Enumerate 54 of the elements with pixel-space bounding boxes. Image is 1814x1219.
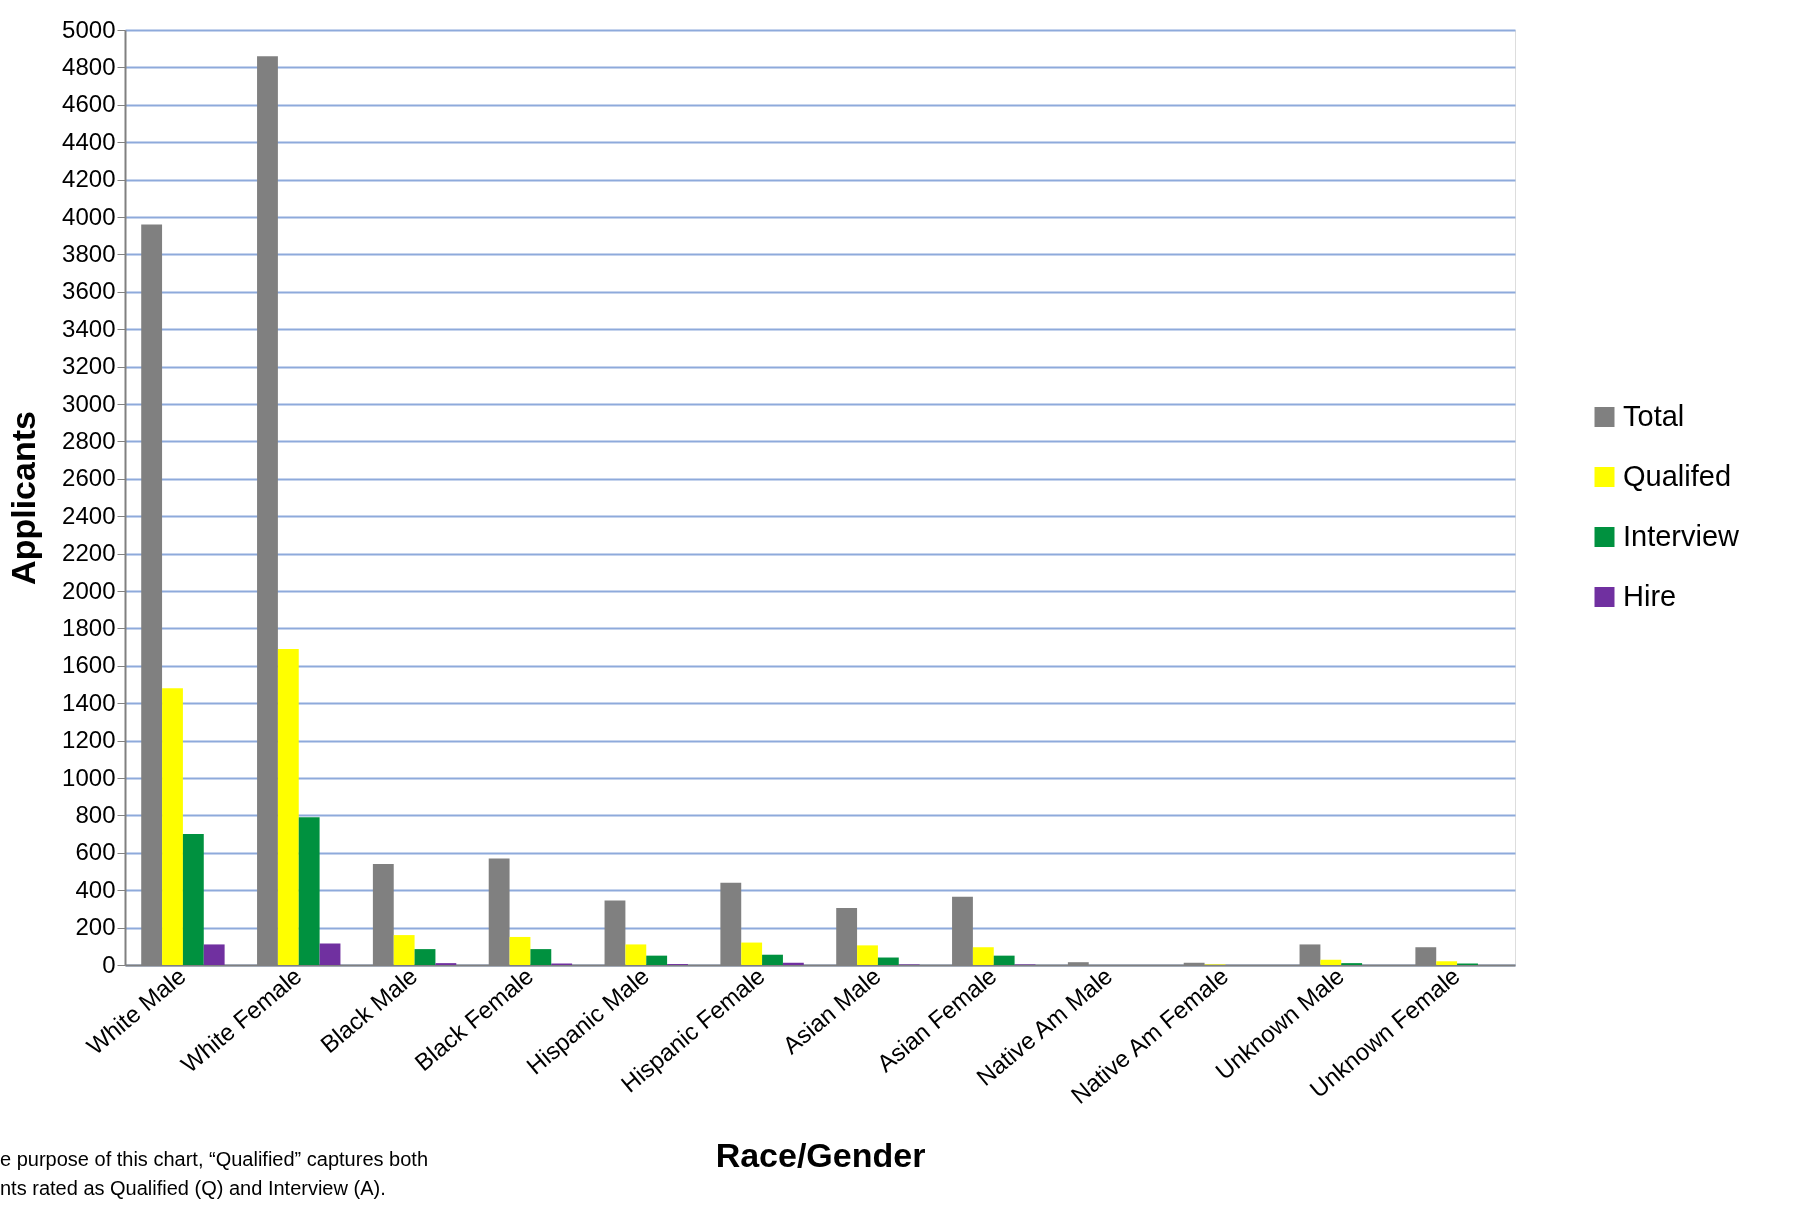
y-tick-label: 2800	[62, 426, 116, 454]
y-tick-label: 0	[102, 950, 116, 978]
y-tick-label: 1400	[62, 688, 116, 716]
bar	[182, 834, 204, 965]
bar	[393, 935, 415, 965]
y-axis-title: Applicants	[4, 411, 43, 585]
y-tick-label: 1000	[62, 763, 116, 791]
bar	[877, 957, 899, 965]
bar	[530, 949, 552, 965]
y-tick-label: 3800	[62, 239, 116, 267]
y-tick-label: 4600	[62, 90, 116, 118]
bar	[1320, 959, 1342, 965]
y-tick-label: 600	[75, 838, 116, 866]
bar	[762, 954, 783, 965]
bar	[298, 817, 320, 965]
y-tick-label: 800	[75, 800, 116, 828]
y-tick-label: 2200	[62, 539, 116, 567]
text: nts rated as Qualified (Q) and Interview (A).	[0, 1177, 386, 1199]
y-tick-label: 4000	[62, 202, 116, 230]
y-tick-label: 3000	[62, 389, 116, 417]
legend-label: Qualifed	[1623, 460, 1732, 492]
bar	[509, 936, 531, 965]
bar	[857, 945, 878, 965]
bar	[277, 648, 299, 965]
bar	[972, 947, 994, 965]
y-tick-label: 2400	[62, 501, 116, 529]
y-tick-label: 2000	[62, 576, 116, 604]
y-tick-label: 3400	[62, 314, 116, 342]
bar	[162, 688, 183, 965]
bar	[993, 955, 1015, 965]
bar	[741, 942, 763, 965]
text: e purpose of this chart, “Qualified” captures both	[0, 1148, 429, 1170]
legend-label: Interview	[1623, 520, 1741, 552]
y-tick-label: 3600	[62, 277, 116, 305]
bar	[319, 943, 341, 965]
x-axis-title: Race/Gender	[715, 1135, 926, 1174]
y-tick-label: 5000	[62, 15, 116, 43]
legend-label: Hire	[1623, 580, 1677, 612]
y-tick-label: 3200	[62, 352, 116, 380]
y-tick-label: 4400	[62, 127, 116, 155]
bar	[203, 944, 225, 965]
bar	[625, 944, 647, 965]
bar	[414, 949, 436, 965]
y-tick-label: 1600	[62, 651, 116, 679]
y-tick-label: 1800	[62, 613, 116, 641]
y-tick-label: 4800	[62, 52, 116, 80]
y-tick-label: 2600	[62, 464, 116, 492]
y-tick-label: 4200	[62, 165, 116, 193]
y-tick-label: 200	[75, 913, 116, 941]
y-tick-label: 1200	[62, 726, 116, 754]
y-tick-label: 400	[75, 875, 116, 903]
bar	[1436, 961, 1458, 965]
bar	[646, 955, 668, 965]
legend-label: Total	[1623, 400, 1685, 432]
